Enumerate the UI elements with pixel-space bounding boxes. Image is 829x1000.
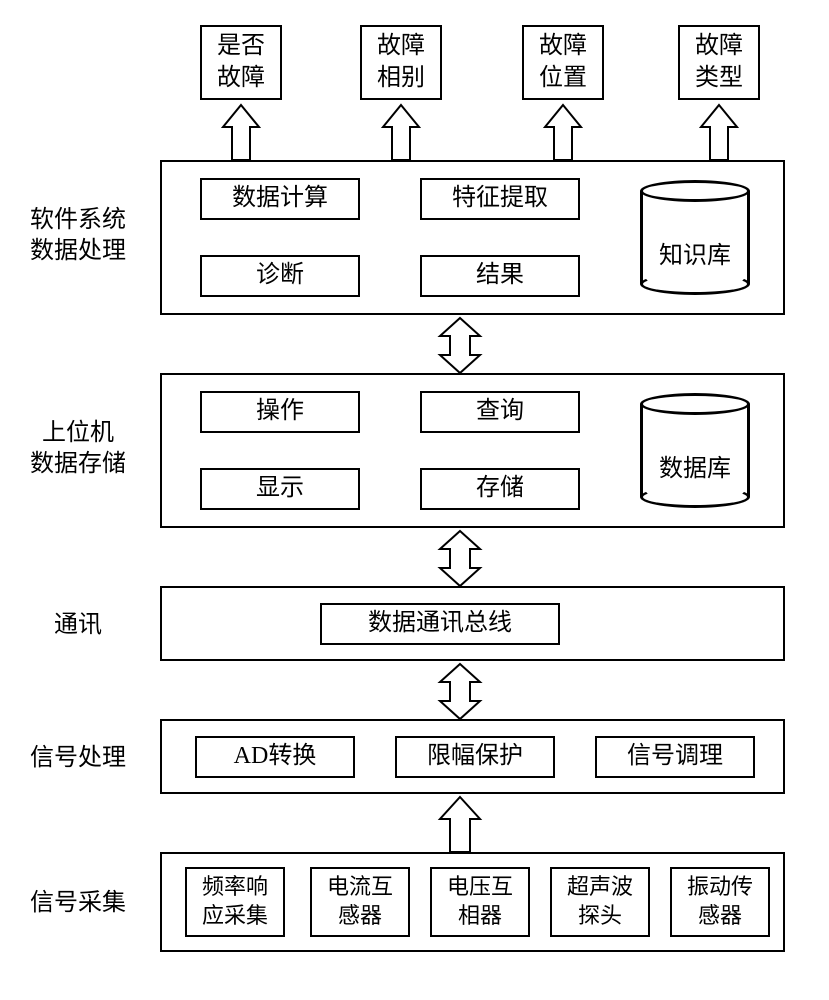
layer-label-host: 上位机数据存储 bbox=[30, 418, 126, 480]
output-text: 是否故障 bbox=[217, 31, 265, 93]
sw-diag-box: 诊断 bbox=[200, 255, 360, 297]
output-text: 故障位置 bbox=[539, 31, 587, 93]
arrow-up-icon bbox=[223, 105, 259, 160]
comm-bus-box: 数据通讯总线 bbox=[320, 603, 560, 645]
database-cylinder: 数据库 bbox=[640, 393, 750, 508]
db-label: 数据库 bbox=[659, 456, 731, 482]
output-box-fault: 是否故障 bbox=[200, 25, 282, 100]
arrow-double-icon bbox=[440, 318, 480, 373]
sw-feat-box: 特征提取 bbox=[420, 178, 580, 220]
host-query-box: 查询 bbox=[420, 391, 580, 433]
diagram-canvas: 是否故障 故障相别 故障位置 故障类型 软件系统数据处理 数据计算 特征提取 诊… bbox=[0, 0, 829, 1000]
output-box-phase: 故障相别 bbox=[360, 25, 442, 100]
output-text: 故障类型 bbox=[695, 31, 743, 93]
knowledge-base-cylinder: 知识库 bbox=[640, 180, 750, 295]
sp-limit-box: 限幅保护 bbox=[395, 736, 555, 778]
sa-vib-box: 振动传感器 bbox=[670, 867, 770, 937]
arrow-up-icon bbox=[440, 797, 480, 852]
output-box-location: 故障位置 bbox=[522, 25, 604, 100]
host-op-box: 操作 bbox=[200, 391, 360, 433]
kb-label: 知识库 bbox=[659, 243, 731, 269]
arrow-double-icon bbox=[440, 531, 480, 586]
arrow-up-icon bbox=[701, 105, 737, 160]
sp-cond-box: 信号调理 bbox=[595, 736, 755, 778]
output-box-type: 故障类型 bbox=[678, 25, 760, 100]
sa-us-box: 超声波探头 bbox=[550, 867, 650, 937]
output-text: 故障相别 bbox=[377, 31, 425, 93]
layer-label-sp: 信号处理 bbox=[30, 743, 126, 774]
sa-pt-box: 电压互相器 bbox=[430, 867, 530, 937]
layer-label-comm: 通讯 bbox=[54, 610, 102, 641]
sa-ct-box: 电流互感器 bbox=[310, 867, 410, 937]
host-disp-box: 显示 bbox=[200, 468, 360, 510]
sp-ad-box: AD转换 bbox=[195, 736, 355, 778]
layer-label-sa: 信号采集 bbox=[30, 888, 126, 919]
arrow-up-icon bbox=[383, 105, 419, 160]
arrow-double-icon bbox=[440, 664, 480, 719]
layer-label-software: 软件系统数据处理 bbox=[30, 205, 126, 267]
host-store-box: 存储 bbox=[420, 468, 580, 510]
sa-freq-box: 频率响应采集 bbox=[185, 867, 285, 937]
arrow-up-icon bbox=[545, 105, 581, 160]
sw-res-box: 结果 bbox=[420, 255, 580, 297]
sw-calc-box: 数据计算 bbox=[200, 178, 360, 220]
